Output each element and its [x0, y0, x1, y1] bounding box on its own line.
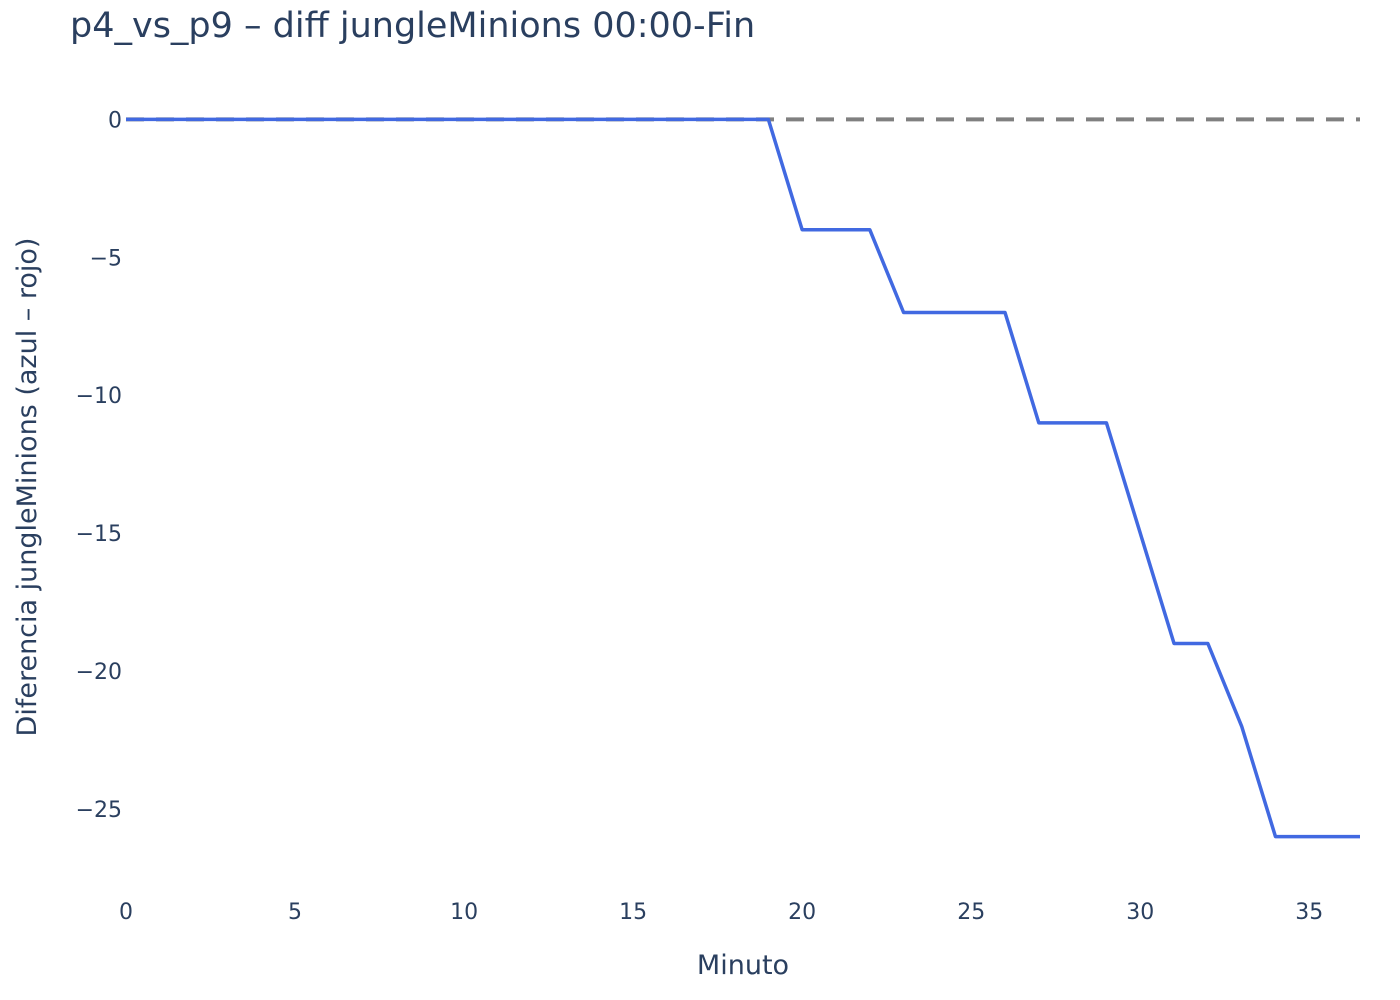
- x-tick-label: 25: [957, 900, 985, 925]
- y-axis-title: Diferencia jungleMinions (azul – rojo): [12, 238, 43, 737]
- series-line-0: [126, 117, 1360, 839]
- y-axis-ticks: 0 −5 −10 −15 −20 −25: [76, 108, 122, 823]
- x-tick-label: 30: [1126, 900, 1154, 925]
- x-axis-ticks: 0 5 10 15 20 25 30 35: [119, 900, 1323, 925]
- y-tick-label: −10: [76, 384, 122, 409]
- x-tick-label: 0: [119, 900, 133, 925]
- x-axis-title: Minuto: [697, 950, 789, 981]
- y-tick-label: −15: [76, 522, 122, 547]
- y-tick-label: −25: [76, 798, 122, 823]
- x-tick-label: 10: [450, 900, 478, 925]
- series-layer: [126, 117, 1360, 839]
- x-tick-label: 15: [619, 900, 647, 925]
- y-tick-label: 0: [108, 108, 122, 133]
- chart-title: p4_vs_p9 – diff jungleMinions 00:00-Fin: [70, 6, 756, 46]
- y-tick-label: −20: [76, 660, 122, 685]
- x-tick-label: 5: [288, 900, 302, 925]
- x-tick-label: 20: [788, 900, 816, 925]
- y-tick-label: −5: [90, 246, 122, 271]
- x-tick-label: 35: [1295, 900, 1323, 925]
